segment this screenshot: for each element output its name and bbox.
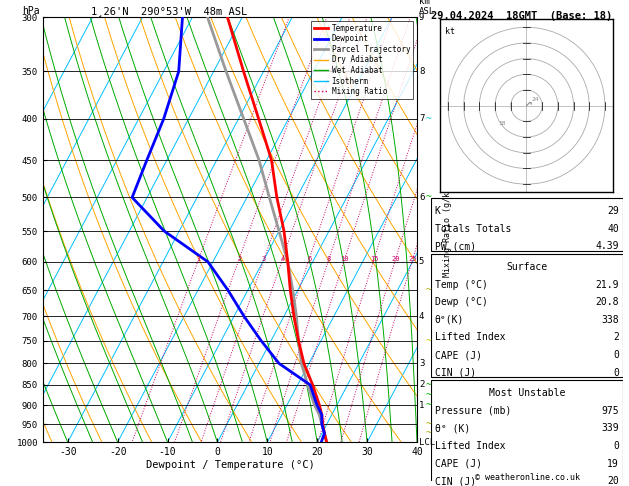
Text: CAPE (J): CAPE (J) xyxy=(435,459,482,469)
Text: 0: 0 xyxy=(613,368,619,378)
Legend: Temperature, Dewpoint, Parcel Trajectory, Dry Adiabat, Wet Adiabat, Isotherm, Mi: Temperature, Dewpoint, Parcel Trajectory… xyxy=(311,21,413,99)
Text: 4: 4 xyxy=(281,256,284,262)
Text: Surface: Surface xyxy=(506,262,547,272)
Text: Mixing Ratio (g/kg): Mixing Ratio (g/kg) xyxy=(443,182,452,277)
Text: ~: ~ xyxy=(426,419,431,429)
Text: ~: ~ xyxy=(426,192,431,203)
Text: kt: kt xyxy=(445,27,455,36)
Text: 19: 19 xyxy=(607,459,619,469)
Bar xyxy=(431,254,623,377)
Text: © weatheronline.co.uk: © weatheronline.co.uk xyxy=(475,473,579,482)
Text: 2: 2 xyxy=(613,332,619,343)
Text: 9: 9 xyxy=(419,13,425,21)
Text: 25: 25 xyxy=(408,256,417,262)
Text: 0: 0 xyxy=(613,441,619,451)
Text: CIN (J): CIN (J) xyxy=(435,368,476,378)
Text: 7: 7 xyxy=(419,114,425,123)
Text: 5: 5 xyxy=(419,257,425,266)
Text: 21.9: 21.9 xyxy=(596,279,619,290)
Text: Temp (°C): Temp (°C) xyxy=(435,279,487,290)
Text: CIN (J): CIN (J) xyxy=(435,476,476,486)
Text: 8: 8 xyxy=(327,256,331,262)
Text: 20.8: 20.8 xyxy=(596,297,619,307)
Text: θᵉ (K): θᵉ (K) xyxy=(435,423,470,434)
Text: km
ASL: km ASL xyxy=(419,0,435,16)
Text: 0: 0 xyxy=(613,350,619,360)
Text: 338: 338 xyxy=(601,315,619,325)
Text: 29.04.2024  18GMT  (Base: 18): 29.04.2024 18GMT (Base: 18) xyxy=(431,11,612,21)
Text: ~: ~ xyxy=(426,336,431,346)
Text: Totals Totals: Totals Totals xyxy=(435,224,511,234)
Text: PW (cm): PW (cm) xyxy=(435,242,476,251)
Text: Pressure (mb): Pressure (mb) xyxy=(435,406,511,416)
Text: 6: 6 xyxy=(307,256,311,262)
Text: Lifted Index: Lifted Index xyxy=(435,332,505,343)
Text: 24: 24 xyxy=(531,97,538,102)
Text: 1: 1 xyxy=(197,256,201,262)
Text: Dewp (°C): Dewp (°C) xyxy=(435,297,487,307)
Text: 4.39: 4.39 xyxy=(596,242,619,251)
Text: 20: 20 xyxy=(607,476,619,486)
Text: 6: 6 xyxy=(419,193,425,202)
Text: 2: 2 xyxy=(419,381,425,389)
Text: K: K xyxy=(435,206,440,216)
Text: CAPE (J): CAPE (J) xyxy=(435,350,482,360)
Text: 975: 975 xyxy=(601,406,619,416)
Text: ~: ~ xyxy=(426,285,431,295)
Text: ~: ~ xyxy=(426,114,431,123)
Text: ~: ~ xyxy=(426,428,431,438)
Text: LCL: LCL xyxy=(419,438,435,447)
Text: 3: 3 xyxy=(262,256,266,262)
Text: 20: 20 xyxy=(391,256,400,262)
Text: ~: ~ xyxy=(426,400,431,410)
Text: 339: 339 xyxy=(601,423,619,434)
Bar xyxy=(431,198,623,251)
Text: 1: 1 xyxy=(419,400,425,410)
Text: 4: 4 xyxy=(419,312,425,321)
Text: Lifted Index: Lifted Index xyxy=(435,441,505,451)
Text: 10: 10 xyxy=(340,256,349,262)
X-axis label: Dewpoint / Temperature (°C): Dewpoint / Temperature (°C) xyxy=(145,460,314,470)
Bar xyxy=(431,380,623,486)
Text: 1¸26'N  290°53'W  48m ASL: 1¸26'N 290°53'W 48m ASL xyxy=(91,6,248,16)
Text: 8: 8 xyxy=(419,67,425,76)
Text: 2: 2 xyxy=(237,256,242,262)
Text: 18: 18 xyxy=(498,121,506,125)
Text: ~: ~ xyxy=(426,380,431,390)
Text: 29: 29 xyxy=(607,206,619,216)
Text: θᵉ(K): θᵉ(K) xyxy=(435,315,464,325)
Text: ~: ~ xyxy=(426,390,431,400)
Text: Most Unstable: Most Unstable xyxy=(489,388,565,398)
Text: 15: 15 xyxy=(370,256,379,262)
Text: 40: 40 xyxy=(607,224,619,234)
Text: hPa: hPa xyxy=(22,6,40,16)
Text: 3: 3 xyxy=(419,359,425,368)
